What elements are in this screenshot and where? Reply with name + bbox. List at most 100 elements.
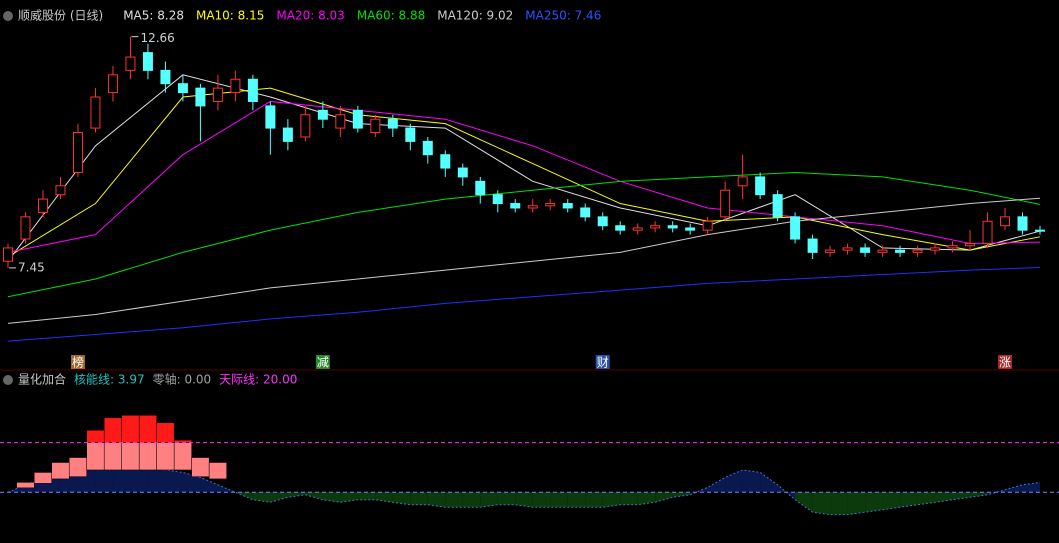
curve-area: [550, 492, 568, 508]
curve-area: [847, 492, 866, 515]
curve-area: [445, 492, 463, 508]
candle-body: [55, 185, 66, 196]
curve-area: [672, 492, 691, 498]
curve-area: [305, 492, 323, 500]
candle-body: [667, 225, 678, 229]
curve-area: [567, 492, 586, 508]
curve-area: [322, 492, 341, 503]
candle-body: [212, 87, 223, 102]
indicator-bar: [208, 462, 227, 480]
candle-body: [265, 105, 276, 129]
curve-area: [900, 492, 918, 508]
candle-body: [807, 238, 818, 253]
price-annotation: 7.45: [18, 260, 45, 274]
candle-body: [912, 249, 923, 253]
indicator-bar: [86, 442, 105, 471]
curve-area: [340, 492, 358, 503]
curve-area: [182, 472, 201, 493]
event-marker: [315, 355, 330, 369]
menu-icon[interactable]: [3, 11, 13, 21]
candle-body: [405, 127, 416, 142]
curve-area: [112, 467, 131, 493]
candle-body: [370, 118, 381, 134]
candle-body: [510, 203, 521, 209]
candle-body: [317, 109, 328, 120]
candle-body: [930, 247, 941, 251]
curve-area: [287, 492, 306, 498]
ma-line: [7, 100, 1041, 253]
indicator-bar-high: [86, 429, 105, 443]
candle-body: [737, 176, 748, 187]
event-label: 财: [597, 356, 609, 370]
candle-body: [195, 87, 206, 107]
candle-body: [335, 114, 346, 129]
curve-area: [882, 492, 901, 510]
curve-area: [357, 492, 376, 500]
indicator-bar-high: [103, 417, 122, 443]
curve-area: [742, 469, 761, 493]
candle-body: [825, 249, 836, 253]
legend-entry: MA250: 7.46: [525, 9, 601, 23]
curve-area: [830, 492, 848, 515]
indicator-bar: [103, 442, 122, 471]
curve-area: [147, 467, 166, 493]
curve-area: [252, 492, 271, 503]
curve-area: [532, 492, 551, 508]
curve-area: [375, 492, 393, 503]
indicator-bar: [191, 457, 210, 477]
event-marker: [595, 355, 610, 369]
candle-body: [772, 194, 783, 218]
curve-area: [620, 492, 638, 505]
candle-body: [352, 109, 363, 129]
curve-area: [427, 492, 446, 508]
event-marker: [70, 355, 85, 369]
menu-icon[interactable]: [3, 375, 13, 385]
curve-area: [585, 492, 603, 508]
curve-area: [462, 492, 481, 508]
candle-body: [562, 203, 573, 209]
candle-body: [3, 247, 13, 262]
candle-body: [230, 78, 241, 94]
candle-body: [142, 52, 153, 71]
indicator-bar: [33, 472, 52, 484]
candle-body: [492, 194, 503, 205]
candle-body: [440, 154, 451, 169]
curve-area: [812, 492, 831, 515]
candle-body: [685, 227, 696, 231]
curve-area: [165, 469, 183, 493]
candle-body: [615, 225, 626, 231]
event-label: 涨: [999, 355, 1011, 370]
curve-area: [602, 492, 621, 508]
indicator-bar: [138, 442, 157, 471]
indicator-bar: [121, 442, 140, 471]
legend-entry: 零轴: 0.00: [153, 372, 212, 387]
indicator-bar: [68, 457, 87, 477]
indicator-bar: [156, 442, 175, 471]
candle-body: [125, 56, 136, 71]
candle-body: [247, 78, 258, 102]
candle-body: [895, 249, 906, 253]
legend-entry: 核能线: 3.97: [74, 373, 145, 387]
candle-body: [20, 216, 31, 240]
event-marker: [998, 355, 1013, 369]
candle-body: [1035, 229, 1045, 232]
candle-body: [650, 225, 661, 229]
candle-body: [90, 96, 101, 129]
indicator-bar-high: [138, 415, 157, 443]
candle-body: [475, 180, 486, 196]
candle-body: [300, 114, 311, 138]
curve-area: [917, 492, 936, 505]
ma-line: [7, 266, 1041, 342]
curve-area: [707, 477, 726, 493]
legend-entry: MA10: 8.15: [196, 9, 264, 23]
candle-body: [177, 83, 188, 94]
ma-line: [7, 74, 1041, 262]
candle-body: [702, 220, 713, 231]
candle-body: [632, 227, 643, 231]
curve-area: [497, 492, 516, 505]
candle-body: [842, 247, 853, 251]
curve-line: [7, 466, 1041, 516]
candle-body: [72, 132, 83, 173]
curve-area: [952, 492, 971, 500]
candle-body: [422, 140, 433, 156]
